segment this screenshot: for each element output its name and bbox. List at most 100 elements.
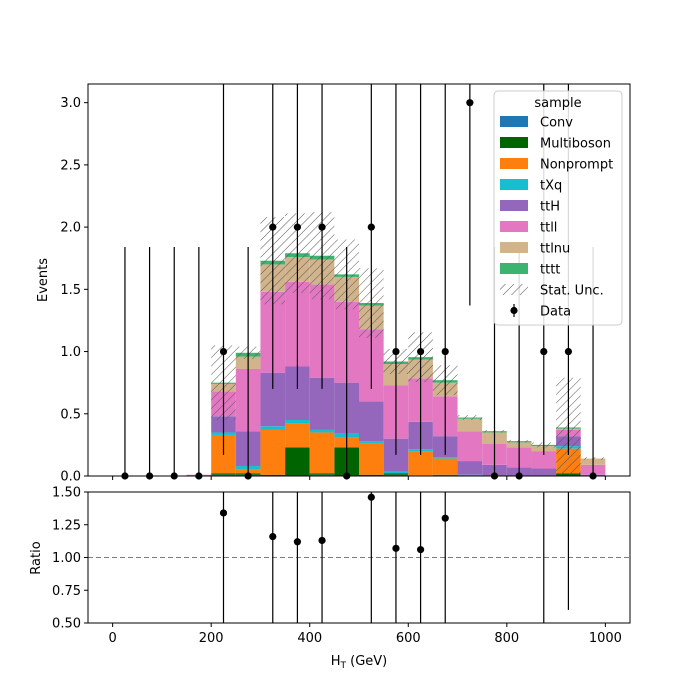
main-ytick-label-3: 1.5 [60,283,81,298]
bar-txq-8 [309,429,335,433]
data-point-7 [293,223,302,231]
bar-txq-11 [383,471,409,474]
legend-swatch-tth [500,200,528,211]
ratio-point-3 [318,536,326,545]
bar-multiboson-4 [211,473,236,475]
ratio-points [88,492,630,623]
bar-ttll-14 [457,431,483,462]
ratio-xtick-label-3: 600 [396,631,421,646]
bar-conv-11 [383,474,409,476]
bar-nonprompt-13 [432,458,458,475]
main-y-ticks: 0.0 0.5 1.0 1.5 2.0 2.5 3.0 [60,96,88,485]
bar-txq-14 [457,474,483,476]
legend: sample Conv Multiboson Nonprompt tXq ttH ttll… [493,90,623,326]
main-ytick-label-0: 0.0 [60,470,81,485]
data-point-18 [564,347,573,356]
legend-items: Conv Multiboson Nonprompt tXq ttH ttll ttlnu tt… [500,116,613,320]
bar-nonprompt-12 [408,451,433,476]
bar-txq-10 [359,441,384,444]
legend-swatch-tttt [500,263,528,274]
bar-tth-14 [457,461,483,475]
bar-nonprompt-8 [309,432,335,474]
data-point-17 [540,347,548,356]
ratio-point-5 [392,544,400,552]
legend-label-ttlnu: ttlnu [540,242,570,257]
legend-label-multiboson: Multiboson [540,137,611,152]
ratio-xtick-label-0: 0 [108,631,116,646]
main-ytick-label-1: 0.5 [60,407,81,422]
bar-tth-10 [359,401,384,442]
ratio-xtick-label-2: 400 [297,631,322,646]
bar-txq-13 [432,457,458,459]
legend-label-data: Data [540,305,571,320]
bar-multiboson-6 [260,474,286,476]
ratio-panel: 0.50 0.75 1.00 1.25 1.50 0 200 400 600 800 1000 R… [29,486,631,671]
bar-ttll-17 [531,451,557,469]
bar-tth-17 [531,468,557,476]
data-point-4 [219,347,228,356]
legend-swatch-multiboson [500,137,528,148]
ratio-point-2 [293,538,302,546]
x-axis-label: HT (GeV) [331,654,388,671]
legend-data-marker [510,306,518,315]
data-point-14 [466,99,474,107]
legend-swatch-conv [500,116,528,127]
legend-label-txq: tXq [540,179,562,194]
legend-label-conv: Conv [540,116,573,131]
ratio-ytick-label-4: 1.50 [52,486,81,501]
bar-multiboson-8 [309,473,335,475]
ratio-ytick-label-0: 0.50 [52,617,81,632]
legend-label-stat-unc: Stat. Unc. [540,284,604,299]
stat-unc-band-14 [457,415,483,420]
ratio-point-1 [269,532,277,541]
ratio-y-label: Ratio [29,541,44,574]
ratio-point-4 [367,493,375,501]
legend-label-ttll: ttll [540,221,557,236]
bar-nonprompt-6 [260,429,286,475]
bar-conv-4 [211,474,236,476]
ratio-point-6 [416,546,425,554]
legend-swatch-nonprompt [500,158,528,169]
bar-conv-13 [432,474,458,476]
ratio-ytick-label-1: 0.75 [52,584,81,599]
ratio-ytick-label-3: 1.25 [52,518,81,533]
data-point-11 [392,347,400,356]
ratio-ytick-label-2: 1.00 [52,551,81,566]
bar-conv-8 [309,474,335,476]
data-point-8 [318,223,326,231]
ratio-x-ticks: 0 200 400 600 800 1000 [108,623,622,646]
ratio-xtick-label-5: 1000 [589,631,622,646]
bar-txq-7 [285,420,310,424]
bar-ttlnu-14 [457,418,483,432]
ratio-point-0 [219,509,228,517]
legend-swatch-txq [500,179,528,190]
data-point-6 [269,223,277,231]
ratio-y-ticks: 0.50 0.75 1.00 1.25 1.50 [52,486,88,632]
bar-multiboson-11 [383,473,409,475]
bar-multiboson-10 [359,474,384,476]
data-point-13 [441,347,449,356]
bar-multiboson-7 [285,447,310,476]
main-ytick-label-6: 3.0 [60,96,81,111]
legend-label-tttt: tttt [540,263,560,278]
main-x-ticks [112,476,606,480]
legend-label-tth: ttH [540,200,560,215]
ratio-point-7 [441,514,449,522]
bar-nonprompt-10 [359,443,384,475]
bar-txq-6 [260,426,286,430]
legend-label-nonprompt: Nonprompt [540,158,613,173]
legend-swatch-ttll [500,221,528,232]
data-point-12 [416,347,425,356]
ratio-xtick-label-1: 200 [199,631,224,646]
main-panel: 0.0 0.5 1.0 1.5 2.0 2.5 3.0 Events [36,83,631,485]
main-ytick-label-4: 2.0 [60,221,81,236]
legend-swatch-ttlnu [500,242,528,253]
main-axes-frame [87,83,631,477]
data-point-10 [367,223,375,231]
main-ytick-label-2: 1.0 [60,345,81,360]
bar-nonprompt-7 [285,423,310,448]
main-ytick-label-5: 2.5 [60,158,81,173]
legend-swatch-stat-unc [500,284,528,295]
legend-title: sample [534,96,581,111]
